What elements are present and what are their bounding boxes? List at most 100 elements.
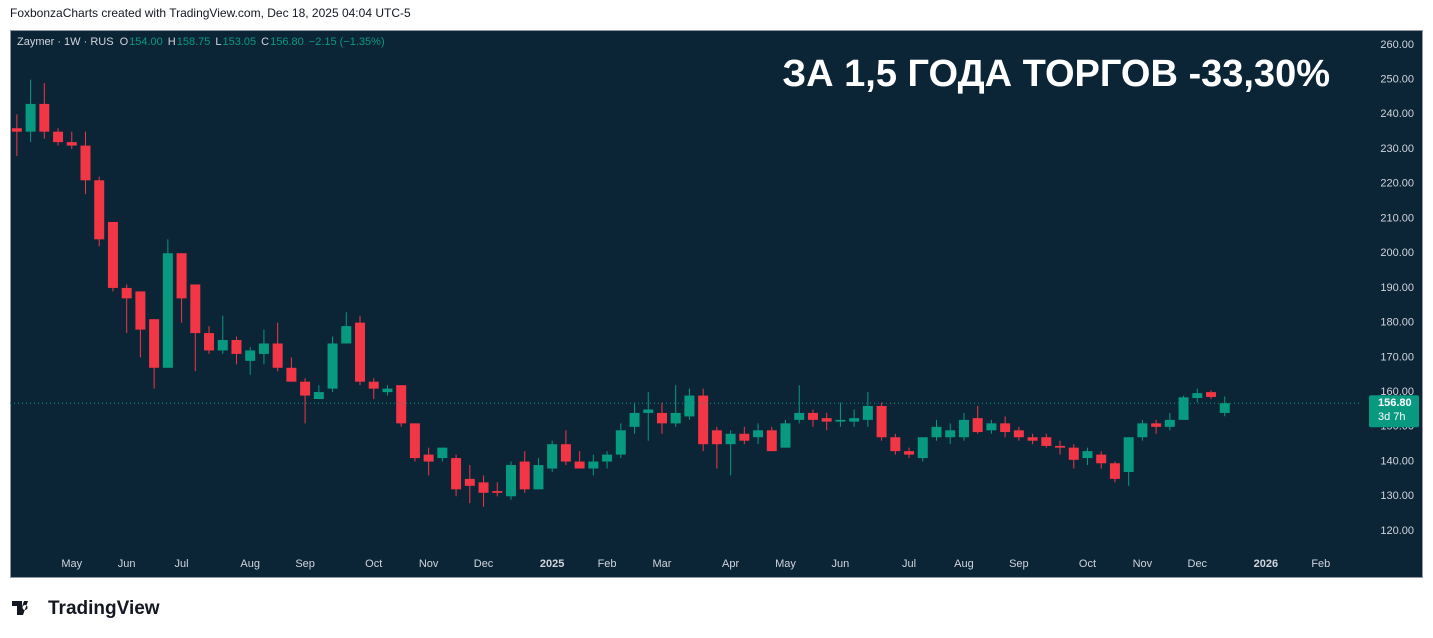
candle-body [1068,447,1079,460]
candle-body [931,426,942,438]
candle-body [464,478,475,486]
x-tick-label: May [775,558,796,570]
candle-body [1137,423,1148,438]
candle-body [1027,437,1038,441]
candle-body [355,322,366,382]
candle-body [753,430,764,438]
x-tick-label: Jul [175,558,189,570]
candle-body [217,340,228,351]
candle-body [725,433,736,445]
candle-body [684,395,695,417]
candle-body [560,444,571,462]
x-tick-label: Nov [419,558,439,570]
ohlc-value: 158.75 [177,36,211,48]
candle-body [656,412,667,424]
candle-body [107,221,118,288]
candle-body [615,430,626,455]
candle-body [1013,430,1024,438]
candle-body [807,412,818,420]
y-tick-label: 160.00 [1380,386,1414,398]
candle-body [835,419,846,422]
candle-body [643,409,654,413]
ohlc-key: C [261,36,269,48]
candle-body [588,461,599,469]
candle-body [478,482,489,493]
candle-body [368,381,379,389]
candle-body [437,447,448,459]
candle-body [313,392,324,400]
ohlc-key: H [168,36,176,48]
candle-body [849,418,860,422]
candle-body [25,103,36,132]
candle-body [231,340,242,354]
candle-body [519,461,530,490]
last-price-tag [1369,395,1419,428]
candle-body [670,412,681,424]
candle-body [80,145,91,181]
candle-body [1082,451,1093,459]
candle-body [1151,423,1162,427]
x-tick-label: Feb [598,558,617,570]
countdown: 3d 7h [1378,411,1406,423]
x-tick-label: Sep [1009,558,1029,570]
y-tick-label: 230.00 [1380,143,1414,155]
y-tick-label: 250.00 [1380,74,1414,86]
x-tick-label: Aug [240,558,260,570]
x-tick-label: Feb [1311,558,1330,570]
x-tick-label: May [61,558,82,570]
candle-body [904,451,915,455]
candle-body [1055,445,1066,448]
ohlc-value: 156.80 [270,36,304,48]
y-tick-label: 260.00 [1380,39,1414,51]
candle-body [1192,393,1203,399]
candle-body [766,430,777,452]
candle-body [505,465,516,497]
x-tick-label: 2026 [1254,558,1278,570]
x-tick-label: Sep [295,558,315,570]
y-tick-label: 200.00 [1380,247,1414,259]
candle-body [272,343,283,368]
candle-body [574,461,585,469]
logo [12,601,28,615]
candle-body [958,419,969,438]
x-tick-label: Mar [653,558,672,570]
candle-body [204,333,215,351]
x-tick-label: Dec [474,558,494,570]
candle-body [917,437,928,459]
x-tick-label: Apr [722,558,739,570]
candle-body [876,405,887,438]
y-tick-label: 220.00 [1380,178,1414,190]
candle-body [945,430,956,438]
candle-body [972,418,983,433]
chart-background [10,30,1423,578]
candle-body [327,343,338,389]
ohlc-key: L [215,36,221,48]
candle-body [423,454,434,462]
candle-body [1178,397,1189,420]
y-tick-label: 240.00 [1380,108,1414,120]
candle-body [149,319,160,368]
candle-body [629,412,640,427]
candle-body [94,180,105,240]
candle-body [300,381,311,396]
logo-icon [12,601,28,615]
y-tick-label: 210.00 [1380,212,1414,224]
x-tick-label: Oct [365,558,382,570]
candle-body [1123,437,1134,472]
annotation-title: ЗА 1,5 ГОДА ТОРГОВ -33,30% [782,53,1330,95]
y-tick-label: 140.00 [1380,455,1414,467]
candle-body [1041,437,1052,446]
candle-body [341,326,352,344]
candle-body [382,388,393,393]
candle-body [162,253,173,368]
candle-body [409,423,420,459]
candle-body [711,430,722,445]
brand: TradingView [48,598,160,619]
x-tick-label: Jul [902,558,916,570]
candle-body [533,465,544,490]
y-tick-label: 170.00 [1380,351,1414,363]
candle-body [176,253,187,299]
candle-body [1096,454,1107,464]
candle-body [698,395,709,445]
